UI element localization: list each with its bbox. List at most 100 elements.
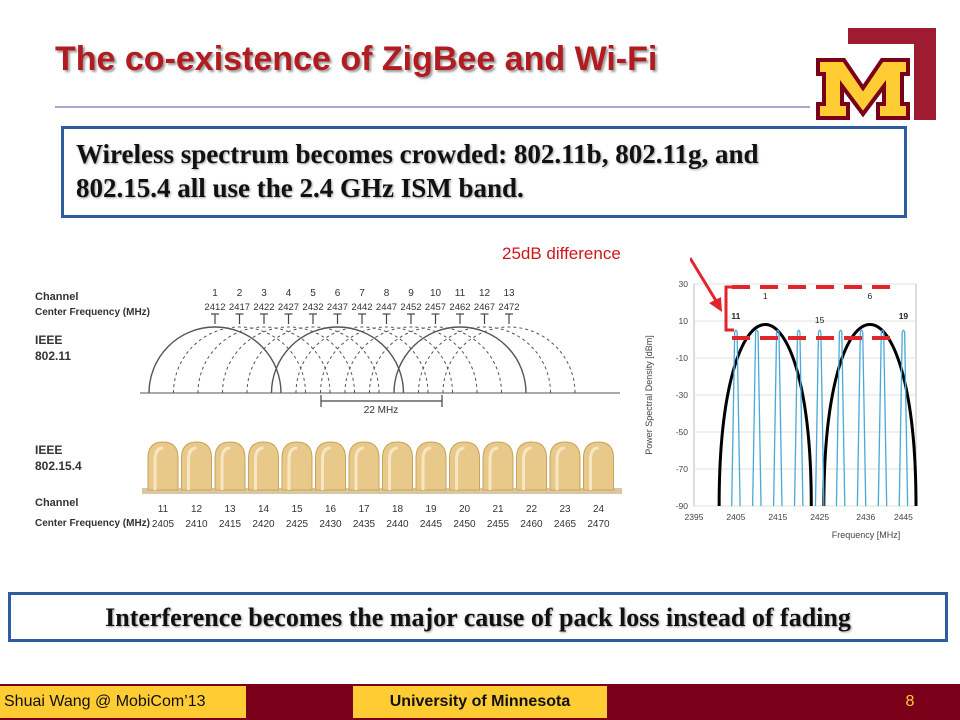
wifi-center-frequency: 2467 <box>474 302 495 313</box>
zigbee-lobe-highlight <box>555 446 566 490</box>
wifi-center-frequency: 2432 <box>302 302 323 313</box>
zigbee-center-frequency: 2450 <box>453 519 476 530</box>
wifi-channel-number: 12 <box>479 288 491 299</box>
zigbee-channel-number: 14 <box>258 504 270 515</box>
wifi-channel-6-label: 6 <box>868 291 873 301</box>
wifi-center-frequency: 2462 <box>449 302 470 313</box>
y-tick-label: -30 <box>676 390 689 400</box>
x-tick-label: 2445 <box>894 512 913 522</box>
y-tick-label: 30 <box>679 279 689 289</box>
zigbee-psd-curve <box>856 329 867 507</box>
zigbee-lobe-highlight <box>254 446 264 490</box>
wifi-channel-lobe <box>173 326 306 394</box>
wifi-channel-lobe <box>393 326 527 394</box>
zigbee-channel-number: 12 <box>191 504 203 515</box>
channel-label-bottom: Channel <box>35 497 78 509</box>
zigbee-center-frequency: 2410 <box>185 519 208 530</box>
box-line-1: Wireless spectrum becomes crowded: 802.1… <box>76 139 759 169</box>
zigbee-channel-number: 16 <box>325 504 337 515</box>
zigbee-center-frequency: 2445 <box>420 519 443 530</box>
zigbee-lobe-highlight <box>421 446 432 490</box>
zigbee-center-frequency: 2420 <box>252 519 275 530</box>
x-tick-label: 2436 <box>856 512 875 522</box>
zigbee-psd-curve <box>835 329 846 507</box>
zigbee-center-frequency: 2425 <box>286 519 309 530</box>
ieee-80211-label-2: 802.11 <box>35 349 71 363</box>
university-logo <box>812 44 914 130</box>
wifi-center-frequency: 2447 <box>376 302 397 313</box>
footer-university: University of Minnesota <box>353 686 607 718</box>
zigbee-lobe-highlight <box>153 446 164 490</box>
wifi-center-frequency: 2412 <box>204 302 225 313</box>
wifi-psd-curve <box>822 323 918 507</box>
zigbee-lobe-highlight <box>589 446 599 490</box>
zigbee-channel-number: 15 <box>291 504 303 515</box>
wifi-psd-curve <box>717 323 813 507</box>
slide-title: The co-existence of ZigBee and Wi-Fi <box>55 40 658 78</box>
wifi-channel-number: 10 <box>430 288 442 299</box>
wifi-channel-lobe <box>442 326 576 394</box>
wifi-center-frequency: 2437 <box>327 302 348 313</box>
zigbee-center-frequency: 2470 <box>587 519 610 530</box>
x-tick-label: 2425 <box>810 512 829 522</box>
center-frequency-label-top: Center Frequency (MHz) <box>35 307 150 318</box>
zigbee-psd-curve <box>772 329 783 507</box>
wifi-channel-lobe <box>418 326 551 394</box>
wifi-channel-number: 5 <box>310 288 316 299</box>
x-tick-label: 2395 <box>685 512 704 522</box>
wifi-center-frequency: 2457 <box>425 302 446 313</box>
zigbee-psd-curve <box>751 329 762 507</box>
wifi-center-frequency: 2427 <box>278 302 299 313</box>
zigbee-lobe-highlight <box>488 446 499 490</box>
wifi-channel-lobe <box>222 326 355 394</box>
wifi-channel-number: 11 <box>455 288 466 299</box>
zigbee-lobe-highlight <box>455 446 465 490</box>
wifi-channel-1-label: 1 <box>763 291 768 301</box>
y-tick-label: -70 <box>676 464 689 474</box>
wifi-channel-lobe <box>369 326 502 394</box>
zigbee-center-frequency: 2465 <box>554 519 577 530</box>
wifi-channel-lobe <box>344 326 478 394</box>
ieee-80211-label-1: IEEE <box>35 333 62 347</box>
zigbee-channel-number: 22 <box>526 504 538 515</box>
zigbee-center-frequency: 2430 <box>319 519 342 530</box>
wifi-channel-lobe <box>197 326 331 394</box>
wifi-channel-lobe <box>148 326 282 394</box>
x-tick-label: 2405 <box>726 512 745 522</box>
wifi-channel-number: 3 <box>261 288 267 299</box>
y-tick-label: -50 <box>676 427 689 437</box>
zigbee-center-frequency: 2455 <box>487 519 510 530</box>
wifi-channel-number: 7 <box>359 288 365 299</box>
wifi-channel-number: 9 <box>408 288 414 299</box>
zigbee-psd-curve <box>814 329 825 507</box>
channel-label-top: Channel <box>35 291 78 303</box>
zigbee-channel-11-label: 11 <box>731 311 740 321</box>
zigbee-lobe-highlight <box>287 446 298 490</box>
footer-author: Shuai Wang @ MobiCom’13 <box>0 686 246 718</box>
wifi-center-frequency: 2472 <box>498 302 519 313</box>
interference-statement: Interference becomes the major cause of … <box>105 603 851 632</box>
zigbee-lobe-highlight <box>187 446 197 490</box>
callout-arrow-line <box>690 257 720 305</box>
zigbee-center-frequency: 2460 <box>520 519 543 530</box>
y-tick-label: -10 <box>676 353 689 363</box>
zigbee-lobe-highlight <box>321 446 331 490</box>
wifi-center-frequency: 2442 <box>351 302 372 313</box>
difference-callout: 25dB difference <box>502 244 621 263</box>
zigbee-channel-number: 17 <box>358 504 370 515</box>
zigbee-psd-curve <box>793 329 804 507</box>
zigbee-channel-15-label: 15 <box>815 315 825 325</box>
wifi-center-frequency: 2417 <box>229 302 250 313</box>
wifi-center-frequency: 2422 <box>253 302 274 313</box>
zigbee-lobe-highlight <box>354 446 365 490</box>
wifi-channel-lobe <box>246 326 380 394</box>
zigbee-center-frequency: 2405 <box>152 519 175 530</box>
zigbee-channel-number: 24 <box>593 504 605 515</box>
x-tick-label: 2415 <box>768 512 787 522</box>
zigbee-channel-number: 21 <box>492 504 504 515</box>
zigbee-channel-number: 13 <box>224 504 236 515</box>
wifi-channel-lobe <box>270 326 405 394</box>
wifi-channel-number: 2 <box>237 288 243 299</box>
wifi-channel-number: 6 <box>335 288 341 299</box>
